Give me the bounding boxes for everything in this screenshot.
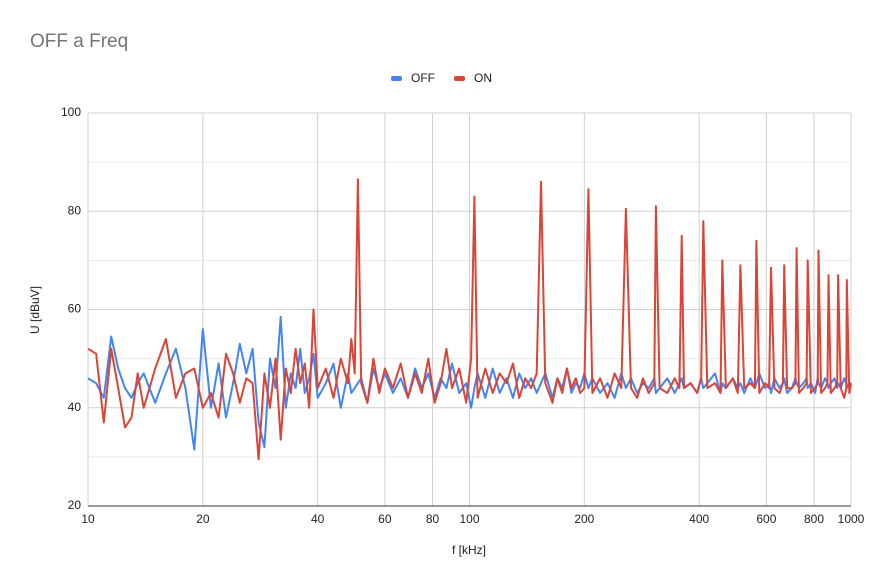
- x-tick-label: 10: [81, 512, 95, 526]
- series-line: [87, 178, 852, 461]
- y-tick-label: 80: [68, 203, 82, 217]
- x-tick-label: 40: [311, 512, 325, 526]
- chart-title: OFF a Freq: [30, 31, 128, 52]
- y-tick-label: 60: [68, 302, 82, 316]
- y-tick-label: 40: [68, 400, 82, 414]
- x-tick-label: 600: [756, 512, 776, 526]
- x-tick-label: 1000: [838, 512, 865, 526]
- y-tick-label: 20: [68, 498, 82, 512]
- x-axis-title: f [kHz]: [452, 543, 486, 557]
- legend-swatch: [454, 76, 465, 81]
- x-tick-label: 20: [196, 512, 210, 526]
- x-tick-label: 100: [459, 512, 479, 526]
- legend-label: ON: [474, 71, 492, 85]
- y-axis-title: U [dBuV]: [28, 286, 42, 334]
- x-tick-label: 200: [574, 512, 594, 526]
- y-tick-label: 100: [61, 105, 81, 119]
- x-tick-label: 800: [804, 512, 824, 526]
- legend-label: OFF: [411, 71, 435, 85]
- x-tick-label: 80: [426, 512, 440, 526]
- x-tick-label: 60: [378, 512, 392, 526]
- legend-swatch: [391, 76, 402, 81]
- x-tick-label: 400: [689, 512, 709, 526]
